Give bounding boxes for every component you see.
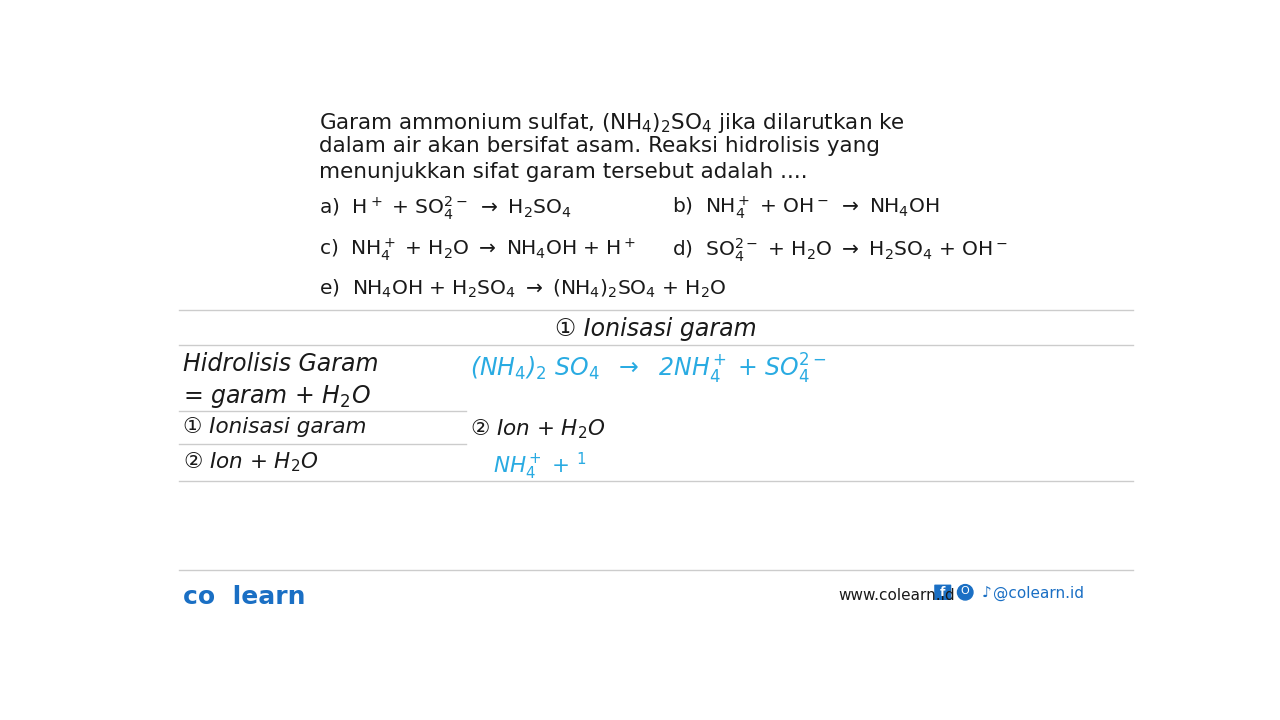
Text: NH$_4^+$ + $^1$: NH$_4^+$ + $^1$ — [493, 451, 586, 482]
Text: Hidrolisis Garam: Hidrolisis Garam — [183, 352, 379, 376]
Text: ② Ion + H$_2$O: ② Ion + H$_2$O — [183, 451, 319, 474]
Text: d)  SO$_4^{2-}$ + H$_2$O $\rightarrow$ H$_2$SO$_4$ + OH$^-$: d) SO$_4^{2-}$ + H$_2$O $\rightarrow$ H$… — [672, 237, 1007, 264]
Text: menunjukkan sifat garam tersebut adalah ....: menunjukkan sifat garam tersebut adalah … — [319, 162, 808, 182]
FancyBboxPatch shape — [934, 585, 951, 600]
Text: co  learn: co learn — [183, 585, 306, 609]
Text: b)  NH$_4^+$ + OH$^-$ $\rightarrow$ NH$_4$OH: b) NH$_4^+$ + OH$^-$ $\rightarrow$ NH$_4… — [672, 194, 938, 221]
Text: Garam ammonium sulfat, (NH$_4$)$_2$SO$_4$ jika dilarutkan ke: Garam ammonium sulfat, (NH$_4$)$_2$SO$_4… — [319, 111, 905, 135]
Text: dalam air akan bersifat asam. Reaksi hidrolisis yang: dalam air akan bersifat asam. Reaksi hid… — [319, 137, 879, 156]
Text: = garam + H$_2$O: = garam + H$_2$O — [183, 383, 371, 410]
Text: @colearn.id: @colearn.id — [993, 586, 1084, 601]
Text: ① Ionisasi garam: ① Ionisasi garam — [183, 418, 367, 438]
Circle shape — [957, 585, 973, 600]
Text: e)  NH$_4$OH + H$_2$SO$_4$ $\rightarrow$ (NH$_4$)$_2$SO$_4$ + H$_2$O: e) NH$_4$OH + H$_2$SO$_4$ $\rightarrow$ … — [319, 277, 727, 300]
Text: f: f — [940, 586, 946, 599]
Text: ① Ionisasi garam: ① Ionisasi garam — [556, 318, 756, 341]
Text: a)  H$^+$ + SO$_4^{2-}$ $\rightarrow$ H$_2$SO$_4$: a) H$^+$ + SO$_4^{2-}$ $\rightarrow$ H$_… — [319, 194, 572, 222]
Text: O: O — [961, 586, 970, 596]
Text: ② Ion + H$_2$O: ② Ion + H$_2$O — [470, 418, 605, 441]
Text: www.colearn.id: www.colearn.id — [838, 588, 955, 603]
Text: ♪: ♪ — [982, 586, 991, 601]
Text: c)  NH$_4^+$ + H$_2$O $\rightarrow$ NH$_4$OH + H$^+$: c) NH$_4^+$ + H$_2$O $\rightarrow$ NH$_4… — [319, 237, 636, 264]
Text: (NH$_4$)$_2$ SO$_4$  $\rightarrow$  2NH$_4^+$ + SO$_4^{2-}$: (NH$_4$)$_2$ SO$_4$ $\rightarrow$ 2NH$_4… — [470, 352, 827, 386]
